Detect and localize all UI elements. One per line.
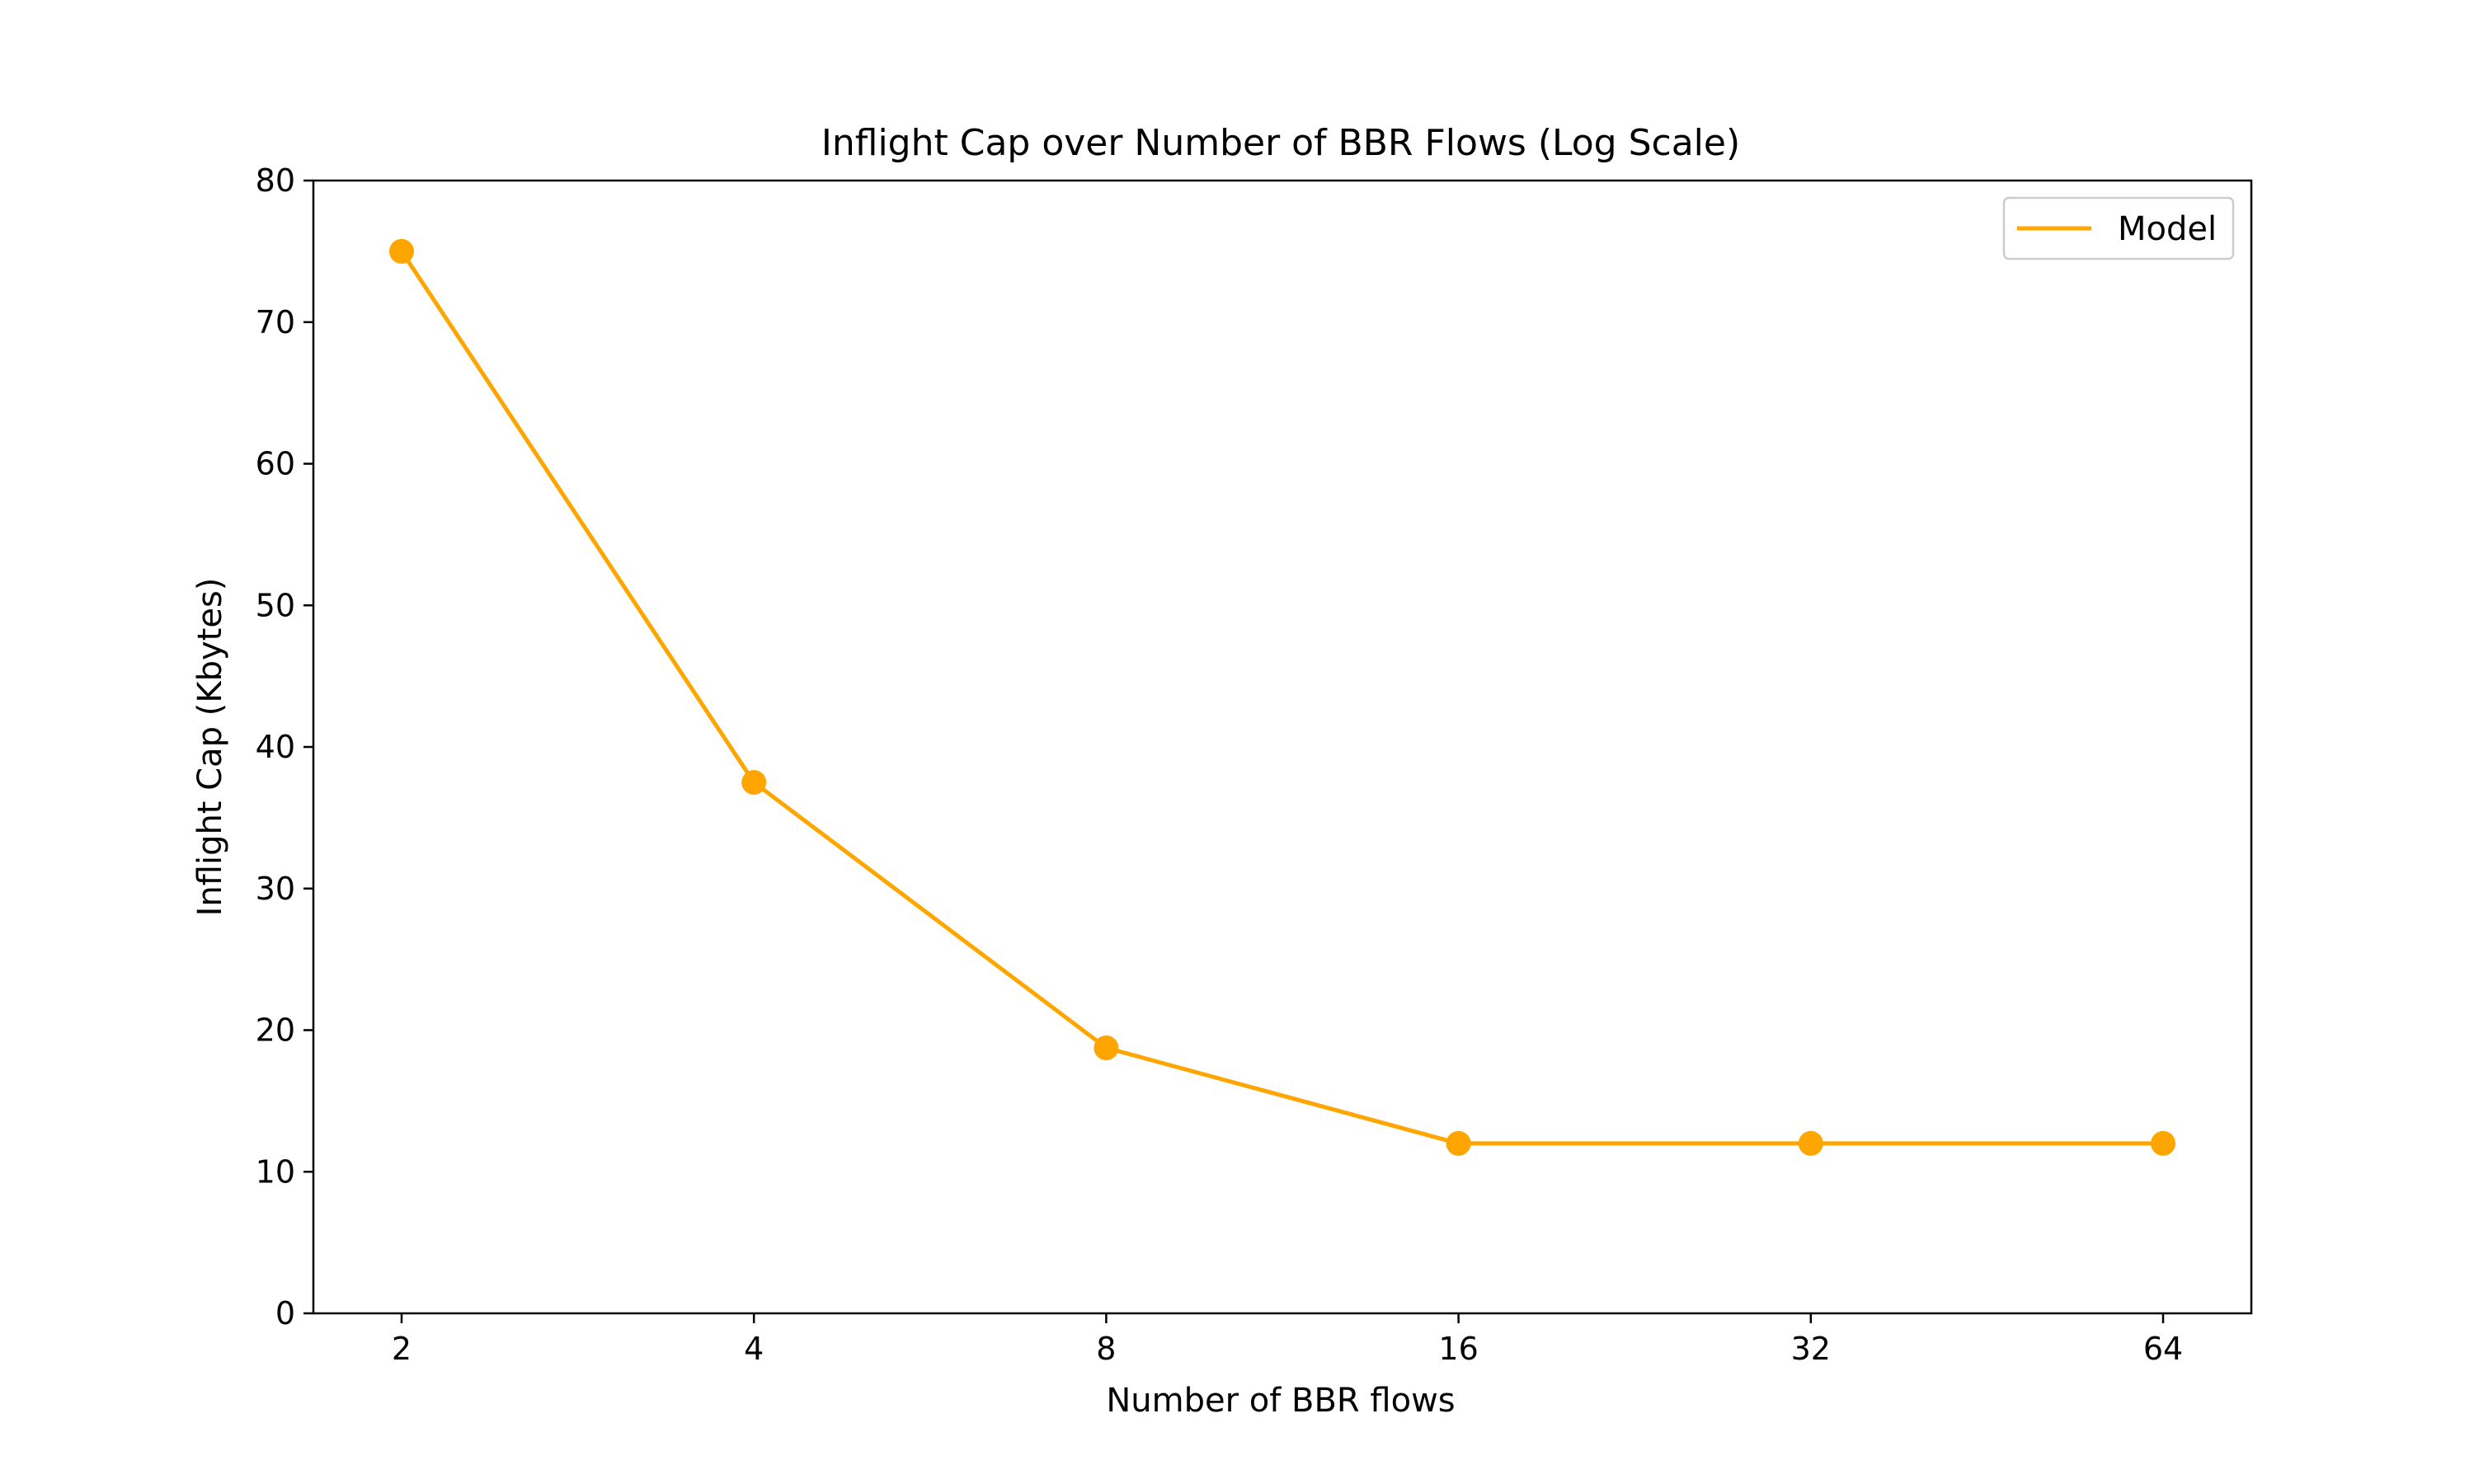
legend: Model <box>2002 196 2235 261</box>
x-tick-label: 8 <box>1096 1331 1116 1367</box>
x-tick-label: 32 <box>1791 1331 1831 1367</box>
y-tick-label: 30 <box>256 871 295 907</box>
series-line-model <box>399 250 2163 1146</box>
x-tick-label: 2 <box>392 1331 412 1367</box>
x-tick-label: 16 <box>1438 1331 1478 1367</box>
x-tick-label: 4 <box>744 1331 764 1367</box>
y-tick-label: 70 <box>256 304 295 340</box>
x-axis-label: Number of BBR flows <box>1106 1382 1455 1420</box>
data-point <box>389 238 414 264</box>
y-axis-ticks: 0 10 20 30 40 50 60 70 80 <box>256 162 313 1331</box>
y-tick-label: 20 <box>256 1012 295 1049</box>
y-tick-label: 80 <box>256 162 295 199</box>
data-point <box>1446 1130 1471 1156</box>
y-tick-label: 60 <box>256 446 295 482</box>
y-tick-label: 40 <box>256 729 295 765</box>
chart-title: Inflight Cap over Number of BBR Flows (L… <box>821 122 1740 164</box>
x-tick-label: 64 <box>2143 1331 2183 1367</box>
y-tick-label: 0 <box>275 1295 295 1331</box>
series-layer <box>389 238 2175 1156</box>
legend-box <box>2002 196 2235 261</box>
y-axis-label: Inflight Cap (Kbytes) <box>191 578 229 917</box>
data-point <box>1798 1130 1823 1156</box>
data-point <box>1094 1035 1119 1060</box>
y-tick-label: 50 <box>256 587 295 623</box>
data-point <box>741 769 767 795</box>
x-axis-ticks: 2 4 8 16 32 64 <box>392 1313 2183 1367</box>
data-point <box>2151 1130 2175 1156</box>
legend-label-model: Model <box>2118 210 2217 248</box>
y-tick-label: 10 <box>256 1153 295 1190</box>
